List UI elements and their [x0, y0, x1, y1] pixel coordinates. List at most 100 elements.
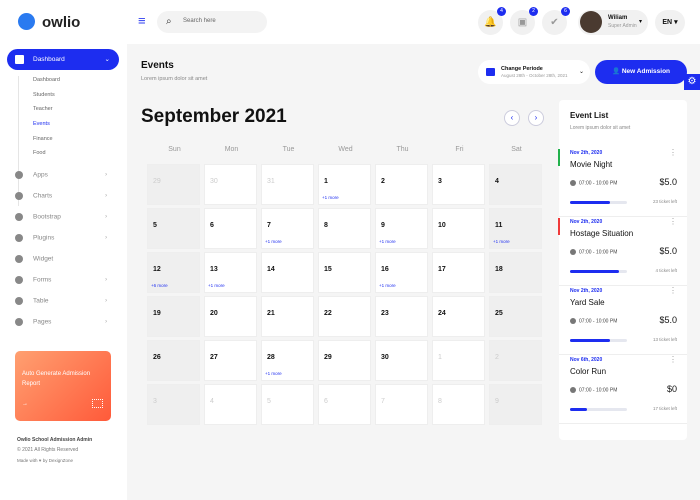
next-month-button[interactable]: ›	[528, 110, 544, 126]
calendar-day[interactable]: 18	[489, 252, 542, 293]
promo-card[interactable]: Auto Generate Admission Report →	[15, 351, 111, 421]
calendar-day[interactable]: 1	[432, 340, 485, 381]
calendar-day[interactable]: 4	[204, 384, 257, 425]
calendar-day[interactable]: 14	[261, 252, 314, 293]
arrow-right-icon[interactable]: →	[22, 401, 28, 407]
calendar-day[interactable]: 9	[489, 384, 542, 425]
search-input[interactable]: ⌕ Search here	[157, 11, 267, 33]
user-menu[interactable]: Wiliam Super Admin ▾	[578, 10, 648, 35]
calendar-day[interactable]: 23	[375, 296, 428, 337]
calendar-day[interactable]: 5	[147, 208, 200, 249]
event-item[interactable]: Nov 2th, 2020 Hostage Situation ⋮ 07:00 …	[558, 217, 687, 286]
calendar-day[interactable]: 22	[318, 296, 371, 337]
sidebar-item-charts[interactable]: Charts ›	[15, 192, 107, 200]
more-events-link[interactable]: +1 more	[379, 283, 396, 288]
calendar-day[interactable]: 6	[318, 384, 371, 425]
language-select[interactable]: EN ▾	[655, 10, 685, 35]
day-number: 25	[495, 310, 503, 317]
prev-month-button[interactable]: ‹	[504, 110, 520, 126]
sidebar-item-plugins[interactable]: Plugins ›	[15, 234, 107, 242]
calendar-day[interactable]: 12 +6 more	[147, 252, 200, 293]
calendar-day[interactable]: 25	[489, 296, 542, 337]
calendar-day[interactable]: 9 +1 more	[375, 208, 428, 249]
more-events-link[interactable]: +6 more	[151, 283, 168, 288]
chart-icon	[15, 192, 23, 200]
calendar-day[interactable]: 2	[489, 340, 542, 381]
submenu-students[interactable]: Students	[33, 92, 55, 98]
event-item[interactable]: Nov 2th, 2020 Movie Night ⋮ 07:00 - 10:0…	[558, 148, 687, 217]
sidebar-item-label: Table	[33, 297, 49, 305]
calendar-day[interactable]: 8	[318, 208, 371, 249]
calendar-day[interactable]: 30	[204, 164, 257, 205]
calendar-day[interactable]: 13 +1 more	[204, 252, 257, 293]
submenu-food[interactable]: Food	[33, 150, 46, 156]
calendar-day[interactable]: 3	[147, 384, 200, 425]
calendar-day[interactable]: 2	[375, 164, 428, 205]
event-item[interactable]: Nov 6th, 2020 Color Run ⋮ 07:00 - 10:00 …	[559, 355, 687, 424]
event-item[interactable]: Nov 2th, 2020 Yard Sale ⋮ 07:00 - 10:00 …	[559, 286, 687, 355]
more-events-link[interactable]: +1 more	[322, 195, 339, 200]
more-vertical-icon[interactable]: ⋮	[669, 355, 677, 364]
calendar-day[interactable]: 16 +1 more	[375, 252, 428, 293]
more-vertical-icon[interactable]: ⋮	[669, 286, 677, 295]
notification-button[interactable]: 🔔 4	[478, 7, 506, 35]
event-date: Nov 6th, 2020	[570, 357, 603, 363]
calendar-day[interactable]: 15	[318, 252, 371, 293]
event-time: 07:00 - 10:00 PM	[579, 180, 618, 187]
gift-button[interactable]: ▣ 2	[510, 7, 538, 35]
gear-icon[interactable]: ⚙	[684, 74, 700, 90]
more-vertical-icon[interactable]: ⋮	[669, 217, 677, 226]
sidebar-item-apps[interactable]: Apps ›	[15, 171, 107, 179]
submenu-dashboard[interactable]: Dashboard	[33, 77, 60, 83]
messages-button[interactable]: ✔ 6	[542, 7, 570, 35]
calendar-day[interactable]: 21	[261, 296, 314, 337]
sidebar-item-table[interactable]: Table ›	[15, 297, 107, 305]
chevron-right-icon: ›	[105, 318, 108, 325]
day-number: 11	[495, 222, 503, 229]
menu-toggle-icon[interactable]: ≡	[138, 13, 146, 28]
calendar-day[interactable]: 7 +1 more	[261, 208, 314, 249]
calendar-day[interactable]: 26	[147, 340, 200, 381]
calendar-day[interactable]: 10	[432, 208, 485, 249]
calendar-day[interactable]: 24	[432, 296, 485, 337]
calendar-day[interactable]: 8	[432, 384, 485, 425]
submenu-events[interactable]: Events	[33, 121, 50, 127]
day-number: 13	[210, 266, 218, 273]
more-events-link[interactable]: +1 more	[493, 239, 510, 244]
sidebar-item-widget[interactable]: Widget	[15, 255, 53, 263]
new-admission-button[interactable]: 👤 New Admission	[595, 60, 687, 84]
calendar-day[interactable]: 4	[489, 164, 542, 205]
more-events-link[interactable]: +1 more	[208, 283, 225, 288]
more-events-link[interactable]: +1 more	[265, 239, 282, 244]
calendar-day[interactable]: 19	[147, 296, 200, 337]
sidebar-item-dashboard[interactable]: Dashboard ⌄	[7, 49, 119, 70]
calendar-day[interactable]: 27	[204, 340, 257, 381]
calendar-day[interactable]: 3	[432, 164, 485, 205]
calendar-day[interactable]: 1 +1 more	[318, 164, 371, 205]
chevron-down-icon: ⌄	[578, 69, 584, 75]
calendar-day[interactable]: 5	[261, 384, 314, 425]
calendar-day[interactable]: 28 +1 more	[261, 340, 314, 381]
calendar-day[interactable]: 29	[318, 340, 371, 381]
event-price: $5.0	[659, 315, 677, 325]
more-events-link[interactable]: +1 more	[379, 239, 396, 244]
calendar-day[interactable]: 6	[204, 208, 257, 249]
submenu-teacher[interactable]: Teacher	[33, 106, 53, 112]
event-list-title: Event List	[570, 111, 609, 120]
calendar-day[interactable]: 20	[204, 296, 257, 337]
sidebar-item-bootstrap[interactable]: Bootstrap ›	[15, 213, 107, 221]
submenu-finance[interactable]: Finance	[33, 136, 53, 142]
calendar-day[interactable]: 7	[375, 384, 428, 425]
more-vertical-icon[interactable]: ⋮	[669, 148, 677, 157]
more-events-link[interactable]: +1 more	[265, 371, 282, 376]
sidebar-item-forms[interactable]: Forms ›	[15, 276, 107, 284]
calendar-day[interactable]: 30	[375, 340, 428, 381]
sidebar-item-pages[interactable]: Pages ›	[15, 318, 107, 326]
change-period-dropdown[interactable]: Change Periode August 28th - October 28th…	[478, 60, 590, 84]
calendar-day[interactable]: 17	[432, 252, 485, 293]
calendar-day[interactable]: 11 +1 more	[489, 208, 542, 249]
weekday-header: Fri	[455, 146, 464, 153]
weekday-header: Wed	[338, 146, 353, 153]
calendar-day[interactable]: 29	[147, 164, 200, 205]
calendar-day[interactable]: 31	[261, 164, 314, 205]
